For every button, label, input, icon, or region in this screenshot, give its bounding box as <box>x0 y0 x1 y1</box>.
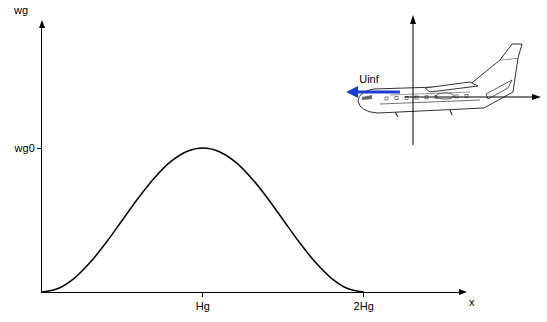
svg-text:Uinf: Uinf <box>359 73 380 85</box>
svg-text:wg: wg <box>13 4 28 16</box>
svg-text:2Hg: 2Hg <box>354 300 374 312</box>
svg-text:Hg: Hg <box>196 300 210 312</box>
svg-text:wg0: wg0 <box>14 142 35 154</box>
svg-text:x: x <box>469 296 475 308</box>
